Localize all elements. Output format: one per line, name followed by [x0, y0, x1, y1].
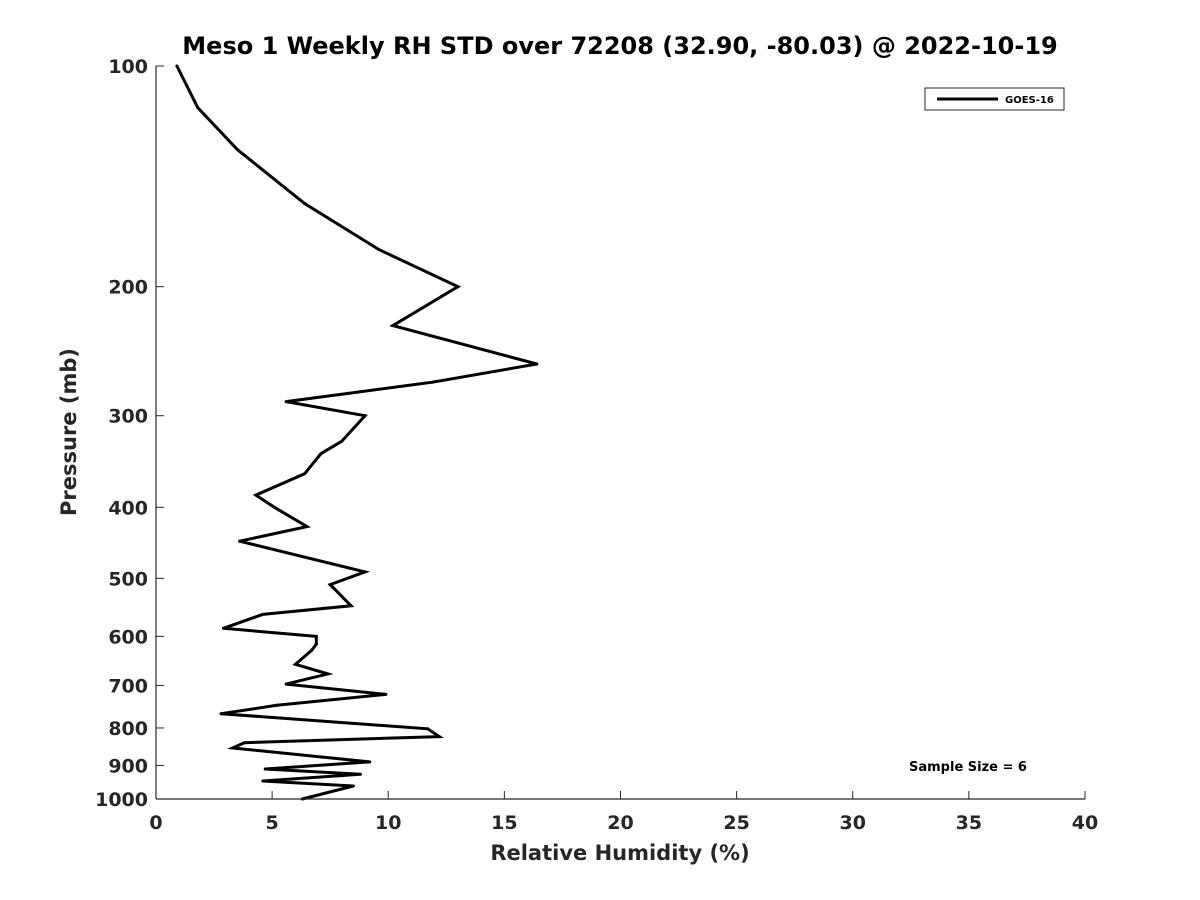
data-point	[340, 439, 344, 443]
data-point	[319, 452, 323, 456]
y-ticks: 100 200 300 400 500 600 700 800 900 1000	[95, 56, 164, 811]
x-axis-label: Relative Humidity (%)	[490, 841, 749, 865]
x-tick-label: 5	[266, 812, 279, 834]
data-point	[326, 672, 330, 676]
data-point	[231, 746, 235, 750]
data-point	[305, 525, 309, 529]
data-point	[426, 727, 430, 731]
data-point	[293, 662, 297, 666]
data-point	[310, 648, 314, 652]
y-tick-label: 600	[108, 626, 148, 648]
data-point	[303, 202, 307, 205]
y-tick-label: 400	[108, 497, 148, 519]
data-point	[363, 414, 367, 418]
data-point	[391, 324, 395, 328]
x-tick-label: 20	[607, 812, 633, 834]
data-point	[358, 772, 362, 776]
data-point	[196, 106, 200, 110]
data-point	[261, 612, 265, 616]
data-point	[175, 64, 179, 68]
x-tick-label: 40	[1072, 812, 1098, 834]
y-axis-label: Pressure (mb)	[57, 348, 81, 516]
data-point	[456, 285, 460, 289]
x-tick-label: 30	[840, 812, 866, 834]
data-point	[284, 682, 288, 686]
y-tick-label: 200	[108, 277, 148, 299]
y-tick-label: 700	[108, 675, 148, 697]
y-tick-label: 1000	[95, 789, 148, 811]
data-point	[384, 692, 388, 696]
x-ticks: 0 5 10 15 20 25 30 35 40	[149, 791, 1098, 834]
data-point	[219, 712, 223, 716]
x-tick-label: 0	[149, 812, 162, 834]
plot-area	[175, 64, 539, 801]
data-point	[238, 539, 242, 543]
data-point	[254, 493, 258, 497]
sample-size-annotation: Sample Size = 6	[909, 760, 1027, 775]
data-point	[275, 703, 279, 707]
data-point	[261, 779, 265, 783]
y-tick-label: 100	[108, 56, 148, 78]
chart-title: Meso 1 Weekly RH STD over 72208 (32.90, …	[182, 32, 1057, 60]
x-tick-label: 10	[375, 812, 401, 834]
data-point	[363, 570, 367, 574]
data-point	[221, 626, 225, 630]
x-tick-label: 25	[723, 812, 749, 834]
data-point	[303, 472, 307, 476]
y-tick-label: 800	[108, 718, 148, 740]
data-point	[368, 760, 372, 764]
data-point	[351, 784, 355, 788]
data-point	[284, 400, 288, 404]
x-tick-label: 15	[491, 812, 517, 834]
data-point	[314, 642, 318, 646]
data-point	[437, 735, 441, 739]
series-line-goes-16	[175, 65, 538, 801]
legend-label-goes-16: GOES-16	[1005, 95, 1054, 106]
x-tick-label: 35	[956, 812, 982, 834]
data-point	[263, 767, 267, 771]
y-tick-label: 900	[108, 755, 148, 777]
data-point	[235, 148, 239, 151]
data-point	[349, 604, 353, 608]
data-point	[430, 380, 434, 384]
legend: GOES-16	[924, 87, 1065, 111]
data-point	[314, 634, 318, 638]
data-point	[377, 248, 381, 252]
data-point	[242, 741, 246, 745]
data-point	[328, 583, 332, 587]
data-point	[272, 505, 276, 509]
y-tick-label: 500	[108, 568, 148, 590]
data-point	[535, 362, 539, 366]
y-tick-label: 300	[108, 406, 148, 428]
